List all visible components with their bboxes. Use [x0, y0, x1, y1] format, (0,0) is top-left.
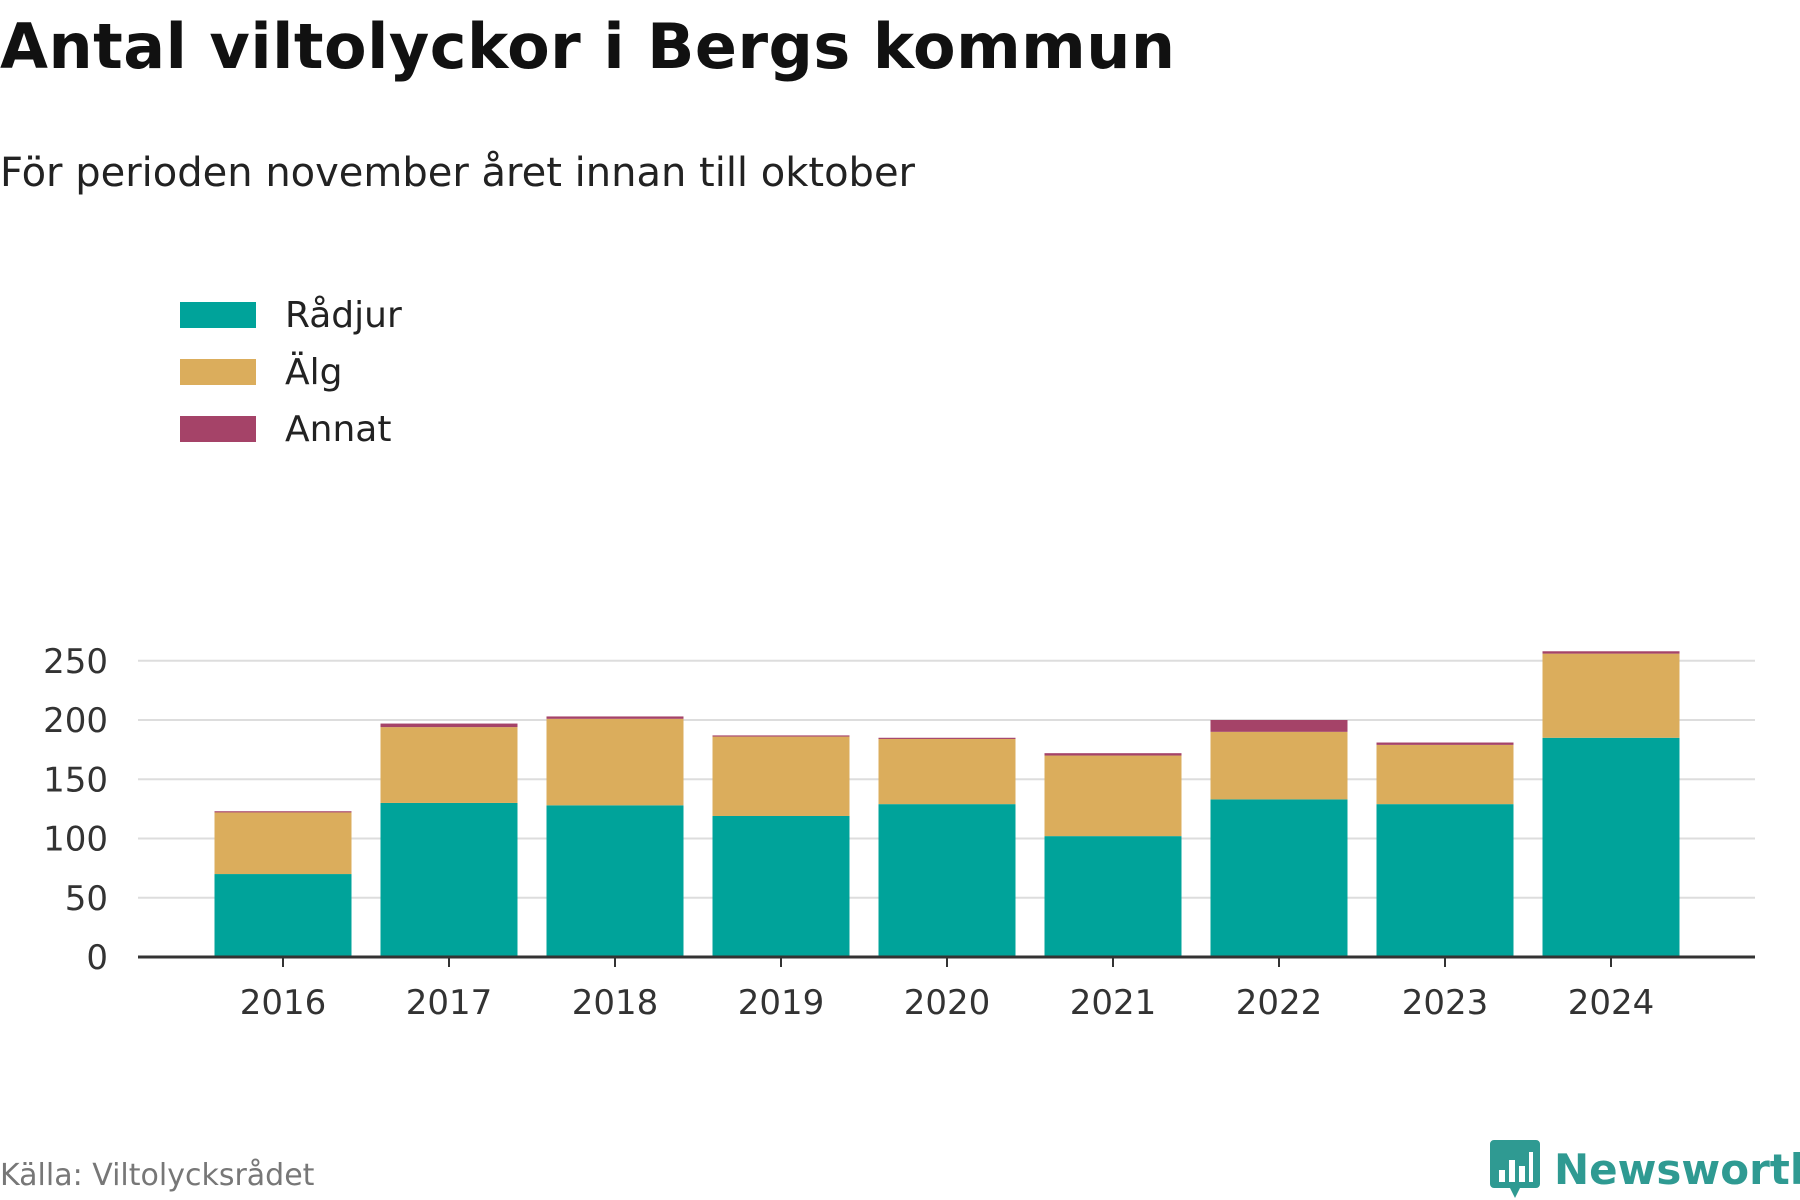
x-tick-label-2022: 2022 — [1236, 983, 1323, 1023]
y-tick-label-100: 100 — [43, 820, 108, 860]
bar-älg-2024 — [1542, 653, 1680, 738]
bar-annat-2024 — [1542, 651, 1680, 654]
x-tick-label-2018: 2018 — [572, 983, 659, 1023]
bar-rådjur-2024 — [1542, 737, 1680, 957]
bar-rådjur-2022 — [1210, 799, 1348, 957]
legend-swatch-rådjur — [180, 302, 256, 328]
x-tick-label-2016: 2016 — [240, 983, 327, 1023]
bar-chart-icon — [1490, 1140, 1540, 1198]
bar-rådjur-2023 — [1376, 804, 1514, 957]
x-tick-label-2017: 2017 — [406, 983, 493, 1023]
stacked-bar-chart: 0 50 100 150 200 250 2016 2017 2018 2019 2020 2021 2… — [43, 295, 1755, 1023]
bar-älg-2022 — [1210, 731, 1348, 800]
bar-älg-2019 — [712, 736, 850, 816]
bar-älg-2016 — [214, 812, 352, 875]
bar-rådjur-2020 — [878, 804, 1016, 957]
bar-rådjur-2019 — [712, 815, 850, 957]
bar-älg-2021 — [1044, 755, 1182, 837]
bar-annat-2018 — [546, 716, 684, 719]
x-tick-label-2021: 2021 — [1070, 983, 1157, 1023]
legend-swatch-älg — [180, 359, 256, 385]
bar-annat-2019 — [712, 735, 850, 737]
brand-logo: Newsworthy — [1490, 1140, 1800, 1198]
chart-subtitle: För perioden november året innan till ok… — [0, 150, 915, 196]
y-tick-label-0: 0 — [86, 938, 108, 978]
bar-älg-2018 — [546, 718, 684, 806]
bar-rådjur-2016 — [214, 874, 352, 957]
y-tick-label-50: 50 — [65, 879, 108, 919]
legend-label-älg: Älg — [285, 351, 342, 393]
bar-rådjur-2018 — [546, 805, 684, 957]
y-tick-label-150: 150 — [43, 760, 108, 800]
bar-älg-2020 — [878, 738, 1016, 805]
x-tick-label-2023: 2023 — [1402, 983, 1489, 1023]
bar-annat-2021 — [1044, 753, 1182, 756]
bar-annat-2023 — [1376, 742, 1514, 745]
x-tick-label-2020: 2020 — [904, 983, 991, 1023]
y-tick-label-250: 250 — [43, 642, 108, 682]
legend-swatch-annat — [180, 416, 256, 442]
legend-label-annat: Annat — [285, 409, 391, 450]
source-note: Källa: Viltolycksrådet — [0, 1158, 315, 1193]
bar-annat-2016 — [214, 811, 352, 813]
bar-rådjur-2017 — [380, 802, 518, 957]
bar-annat-2020 — [878, 737, 1016, 739]
bar-älg-2023 — [1376, 744, 1514, 805]
bar-annat-2022 — [1210, 720, 1348, 732]
bar-annat-2017 — [380, 723, 518, 728]
bar-rådjur-2021 — [1044, 836, 1182, 957]
brand-name: Newsworthy — [1554, 1144, 1800, 1194]
x-tick-label-2019: 2019 — [738, 983, 825, 1023]
y-tick-label-200: 200 — [43, 701, 108, 741]
bar-älg-2017 — [380, 727, 518, 803]
x-tick-label-2024: 2024 — [1568, 983, 1655, 1023]
chart-title: Antal viltolyckor i Bergs kommun — [0, 10, 1176, 83]
legend-label-rådjur: Rådjur — [285, 295, 402, 336]
